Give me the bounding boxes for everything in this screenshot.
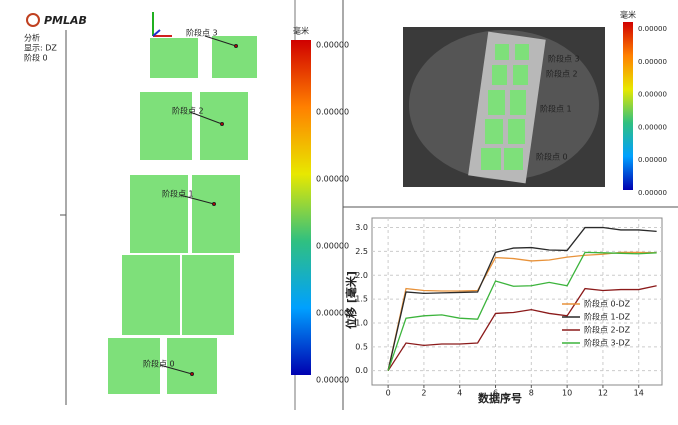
photo-tiles (481, 44, 529, 170)
point-label: 阶段点 3 (186, 28, 218, 38)
y-tick-label: 1.5 (355, 295, 368, 304)
series-line (387, 285, 657, 372)
point-label: 阶段点 2 (546, 69, 578, 79)
colorbar-label: 0.00000 (638, 189, 667, 197)
series-line (387, 251, 657, 371)
y-tick-label: 0.0 (355, 366, 368, 375)
colorbar-unit: 毫米 (293, 26, 309, 36)
info-line: 阶段 0 (24, 53, 48, 63)
colorbar-label: 0.00000 (316, 309, 349, 318)
series-line (387, 226, 657, 371)
colorbar-label: 0.00000 (638, 123, 667, 131)
x-tick-label: 8 (529, 389, 534, 398)
x-tick-label: 10 (562, 389, 572, 398)
point-label: 阶段点 0 (143, 359, 175, 369)
plot-area (371, 217, 663, 386)
point-label: 阶段点 2 (172, 106, 204, 116)
x-tick-label: 2 (421, 389, 426, 398)
info-line: 分析 (24, 33, 40, 43)
point-leaders (159, 35, 238, 376)
colorbar (291, 40, 311, 375)
x-axis-label: 数据序号 (478, 391, 522, 405)
legend-label: 阶段点 1-DZ (584, 312, 631, 322)
axis-gizmo (152, 29, 161, 37)
y-axis-label: 位移 [毫米] (344, 271, 358, 329)
colorbar-label: 0.00000 (638, 25, 667, 33)
model-tiles (108, 36, 257, 394)
legend-label: 阶段点 3-DZ (584, 338, 631, 348)
colorbar-label: 0.00000 (316, 108, 349, 117)
y-tick-label: 0.5 (355, 342, 368, 351)
point-label: 阶段点 3 (548, 54, 580, 64)
y-tick-label: 1.0 (355, 318, 368, 327)
legend-label: 阶段点 2-DZ (584, 325, 631, 335)
colorbar (623, 22, 633, 190)
x-tick-label: 6 (493, 389, 498, 398)
colorbar-label: 0.00000 (638, 91, 667, 99)
colorbar-label: 0.00000 (316, 175, 349, 184)
colorbar-unit: 毫米 (620, 10, 636, 20)
colorbar-label: 0.00000 (316, 41, 349, 50)
x-tick-label: 4 (457, 389, 462, 398)
y-tick-label: 2.0 (355, 271, 368, 280)
info-line: 显示: DZ (24, 44, 57, 53)
y-tick-label: 3.0 (355, 223, 368, 232)
legend-label: 阶段点 0-DZ (584, 299, 631, 309)
y-tick-label: 2.5 (355, 247, 368, 256)
colorbar-label: 0.00000 (316, 242, 349, 251)
point-label: 阶段点 0 (536, 152, 568, 162)
point-label: 阶段点 1 (540, 104, 572, 114)
colorbar-label: 0.00000 (638, 156, 667, 164)
colorbar-label: 0.00000 (316, 376, 349, 385)
x-tick-label: 14 (634, 389, 644, 398)
logo-icon (26, 13, 40, 27)
x-tick-label: 0 (386, 389, 391, 398)
point-label: 阶段点 1 (162, 189, 194, 199)
x-tick-label: 12 (598, 389, 608, 398)
logo: PMLAB (44, 14, 87, 27)
colorbar-label: 0.00000 (638, 58, 667, 66)
